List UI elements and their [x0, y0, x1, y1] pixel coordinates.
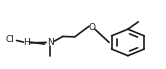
Text: O: O	[88, 23, 95, 32]
Text: Cl: Cl	[6, 35, 15, 44]
Text: N: N	[47, 38, 54, 47]
Text: H: H	[23, 38, 30, 47]
